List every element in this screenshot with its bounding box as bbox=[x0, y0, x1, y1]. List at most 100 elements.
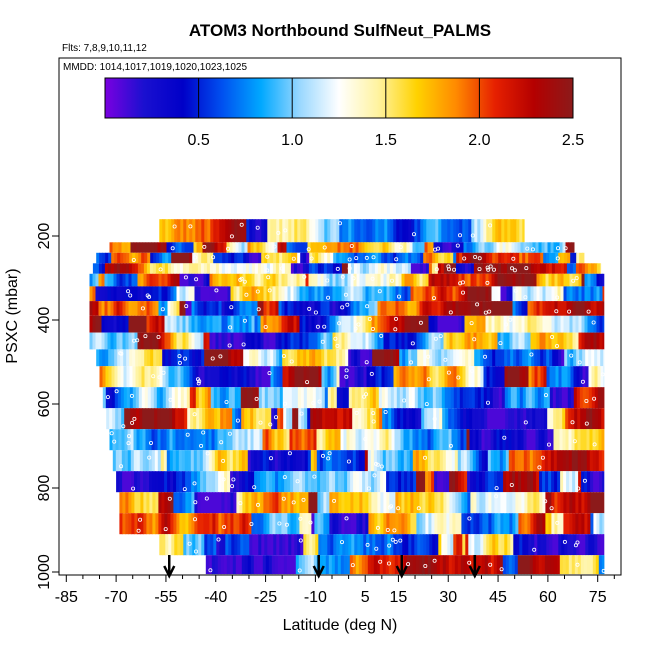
heatmap-cell bbox=[468, 252, 472, 264]
heatmap-cell bbox=[494, 273, 499, 287]
sample-point bbox=[563, 246, 568, 251]
heatmap-cell bbox=[116, 273, 121, 287]
heatmap-cell bbox=[188, 286, 193, 302]
sample-point bbox=[347, 257, 352, 262]
heatmap-cell bbox=[117, 252, 121, 264]
heatmap-cell bbox=[431, 513, 435, 535]
heatmap-cell bbox=[188, 513, 192, 535]
heatmap-cell bbox=[579, 252, 583, 264]
heatmap-cell bbox=[275, 286, 280, 302]
heatmap-cell bbox=[352, 242, 357, 253]
heatmap-cell bbox=[527, 471, 531, 493]
heatmap-cell bbox=[554, 286, 559, 302]
sample-point bbox=[140, 306, 145, 311]
heatmap-cell bbox=[446, 513, 450, 535]
heatmap-cell bbox=[589, 429, 594, 451]
heatmap-cell bbox=[353, 471, 357, 493]
sample-point bbox=[291, 500, 296, 505]
heatmap-cell bbox=[564, 387, 569, 409]
heatmap-cell bbox=[139, 408, 143, 430]
heatmap-cell bbox=[600, 349, 604, 367]
heatmap-cell bbox=[508, 555, 513, 575]
heatmap-cell bbox=[581, 513, 585, 535]
sample-point bbox=[371, 411, 376, 416]
heatmap-cell bbox=[181, 242, 186, 253]
heatmap-cell bbox=[193, 408, 197, 430]
heatmap-cell bbox=[290, 332, 295, 350]
heatmap-cell bbox=[377, 263, 382, 274]
heatmap-cell bbox=[194, 263, 199, 274]
heatmap-cell bbox=[315, 534, 319, 556]
heatmap-cell bbox=[523, 429, 528, 451]
heatmap-cell bbox=[586, 408, 590, 430]
heatmap-cell bbox=[249, 349, 253, 367]
heatmap-cell bbox=[129, 349, 133, 367]
heatmap-cell bbox=[233, 301, 238, 316]
heatmap-cell bbox=[519, 349, 523, 367]
heatmap-cell bbox=[126, 252, 130, 264]
heatmap-cell bbox=[290, 273, 295, 287]
heatmap-cell bbox=[590, 332, 595, 350]
heatmap-cell bbox=[384, 387, 389, 409]
heatmap-cell bbox=[581, 492, 585, 514]
heatmap-cell bbox=[495, 219, 499, 243]
heatmap-cell bbox=[306, 366, 311, 388]
heatmap-cell bbox=[256, 555, 261, 575]
heatmap-cell bbox=[493, 450, 498, 472]
heatmap-cell bbox=[380, 315, 385, 333]
heatmap-cell bbox=[373, 429, 378, 451]
heatmap-cell bbox=[519, 219, 523, 243]
heatmap-cell bbox=[258, 252, 262, 264]
heatmap-cell bbox=[179, 301, 184, 316]
heatmap-cell bbox=[185, 273, 190, 287]
heatmap-cell bbox=[162, 219, 166, 243]
heatmap-cell bbox=[587, 301, 592, 316]
heatmap-cell bbox=[531, 349, 535, 367]
heatmap-cell bbox=[174, 387, 179, 409]
heatmap-cell bbox=[267, 534, 271, 556]
heatmap-cell bbox=[280, 450, 285, 472]
heatmap-cell bbox=[296, 315, 301, 333]
heatmap-cell bbox=[548, 315, 553, 333]
heatmap-cell bbox=[226, 429, 231, 451]
heatmap-cell bbox=[119, 492, 123, 514]
heatmap-cell bbox=[437, 301, 442, 316]
heatmap-cell bbox=[312, 349, 316, 367]
heatmap-cell bbox=[403, 450, 408, 472]
heatmap-cell bbox=[431, 263, 436, 274]
heatmap-cell bbox=[524, 273, 529, 287]
heatmap-cell bbox=[560, 286, 565, 302]
heatmap-cell bbox=[411, 252, 415, 264]
heatmap-cell bbox=[338, 286, 343, 302]
heatmap-cell bbox=[515, 286, 520, 302]
heatmap-cell bbox=[548, 286, 553, 302]
heatmap-cell bbox=[416, 273, 421, 287]
heatmap-cell bbox=[236, 332, 241, 350]
heatmap-cell bbox=[149, 471, 153, 493]
heatmap-cell bbox=[596, 286, 601, 302]
heatmap-cell bbox=[559, 242, 564, 253]
heatmap-cell bbox=[395, 301, 400, 316]
heatmap-cell bbox=[105, 252, 109, 264]
sample-point bbox=[340, 274, 345, 279]
heatmap-cell bbox=[378, 219, 382, 243]
heatmap-cell bbox=[265, 429, 270, 451]
heatmap-cell bbox=[506, 286, 511, 302]
heatmap-cell bbox=[338, 513, 342, 535]
sample-point bbox=[193, 255, 198, 260]
sample-point bbox=[485, 280, 490, 285]
heatmap-cell bbox=[206, 332, 211, 350]
heatmap-cell bbox=[252, 349, 256, 367]
heatmap-cell bbox=[594, 349, 598, 367]
heatmap-cell bbox=[115, 429, 120, 451]
heatmap-cell bbox=[412, 555, 417, 575]
heatmap-cell bbox=[207, 252, 211, 264]
heatmap-cell bbox=[360, 252, 364, 264]
heatmap-cell bbox=[287, 471, 291, 493]
heatmap-cell bbox=[401, 301, 406, 316]
heatmap-cell bbox=[283, 429, 288, 451]
heatmap-cell bbox=[237, 219, 241, 243]
heatmap-cell bbox=[218, 492, 222, 514]
heatmap-cell bbox=[109, 429, 114, 451]
sample-point bbox=[379, 464, 384, 469]
